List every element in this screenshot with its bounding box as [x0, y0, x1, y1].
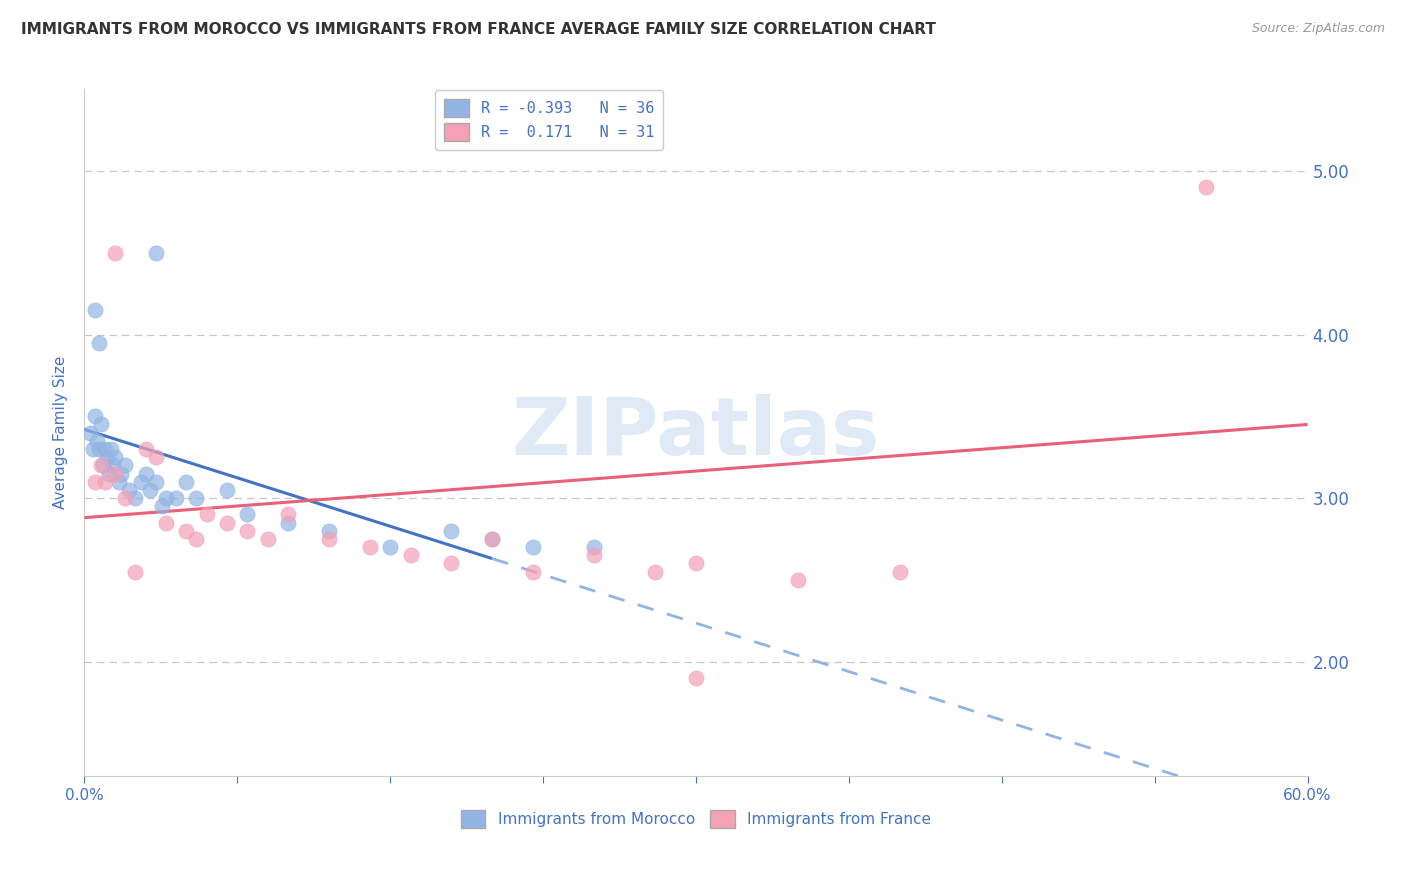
- Point: [380, 540, 402, 554]
- Point: [155, 491, 177, 505]
- Point: [131, 475, 153, 489]
- Point: [87, 442, 110, 456]
- Point: [118, 483, 141, 497]
- Point: [186, 491, 208, 505]
- Point: [186, 532, 208, 546]
- Point: [440, 557, 463, 571]
- Point: [522, 565, 544, 579]
- Point: [522, 540, 544, 554]
- Point: [83, 475, 105, 489]
- Point: [217, 483, 239, 497]
- Point: [399, 548, 422, 563]
- Legend: Immigrants from Morocco, Immigrants from France: Immigrants from Morocco, Immigrants from…: [456, 804, 936, 834]
- Point: [82, 442, 104, 456]
- Point: [174, 475, 197, 489]
- Point: [104, 245, 127, 260]
- Point: [108, 475, 131, 489]
- Point: [236, 524, 259, 538]
- Point: [110, 467, 132, 481]
- Point: [685, 671, 707, 685]
- Point: [787, 573, 810, 587]
- Point: [174, 524, 197, 538]
- Point: [91, 458, 114, 473]
- Point: [481, 532, 503, 546]
- Point: [318, 532, 340, 546]
- Point: [481, 532, 503, 546]
- Point: [277, 508, 299, 522]
- Point: [135, 442, 157, 456]
- Point: [87, 335, 110, 350]
- Point: [318, 524, 340, 538]
- Point: [104, 450, 127, 464]
- Text: Source: ZipAtlas.com: Source: ZipAtlas.com: [1251, 22, 1385, 36]
- Point: [217, 516, 239, 530]
- Point: [90, 458, 112, 473]
- Point: [124, 491, 146, 505]
- Point: [135, 467, 157, 481]
- Point: [138, 483, 160, 497]
- Point: [1195, 180, 1218, 194]
- Point: [104, 467, 127, 481]
- Text: IMMIGRANTS FROM MOROCCO VS IMMIGRANTS FROM FRANCE AVERAGE FAMILY SIZE CORRELATIO: IMMIGRANTS FROM MOROCCO VS IMMIGRANTS FR…: [21, 22, 936, 37]
- Point: [114, 491, 136, 505]
- Point: [100, 442, 122, 456]
- Point: [124, 565, 146, 579]
- Point: [583, 540, 606, 554]
- Point: [79, 425, 101, 440]
- Point: [114, 458, 136, 473]
- Point: [145, 450, 167, 464]
- Point: [257, 532, 280, 546]
- Point: [150, 500, 173, 514]
- Point: [277, 516, 299, 530]
- Y-axis label: Average Family Size: Average Family Size: [53, 356, 69, 509]
- Point: [97, 467, 120, 481]
- Point: [685, 557, 707, 571]
- Point: [145, 245, 167, 260]
- Point: [195, 508, 218, 522]
- Point: [93, 475, 115, 489]
- Point: [83, 302, 105, 317]
- Point: [165, 491, 187, 505]
- Point: [90, 417, 112, 432]
- Point: [359, 540, 381, 554]
- Point: [86, 434, 108, 448]
- Text: ZIPatlas: ZIPatlas: [512, 393, 880, 472]
- Point: [440, 524, 463, 538]
- Point: [83, 409, 105, 424]
- Point: [155, 516, 177, 530]
- Point: [145, 475, 167, 489]
- Point: [96, 450, 118, 464]
- Point: [236, 508, 259, 522]
- Point: [101, 458, 124, 473]
- Point: [644, 565, 666, 579]
- Point: [93, 442, 115, 456]
- Point: [583, 548, 606, 563]
- Point: [889, 565, 911, 579]
